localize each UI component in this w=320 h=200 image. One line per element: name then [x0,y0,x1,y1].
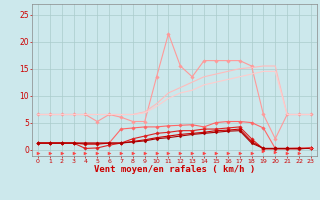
X-axis label: Vent moyen/en rafales ( km/h ): Vent moyen/en rafales ( km/h ) [94,165,255,174]
